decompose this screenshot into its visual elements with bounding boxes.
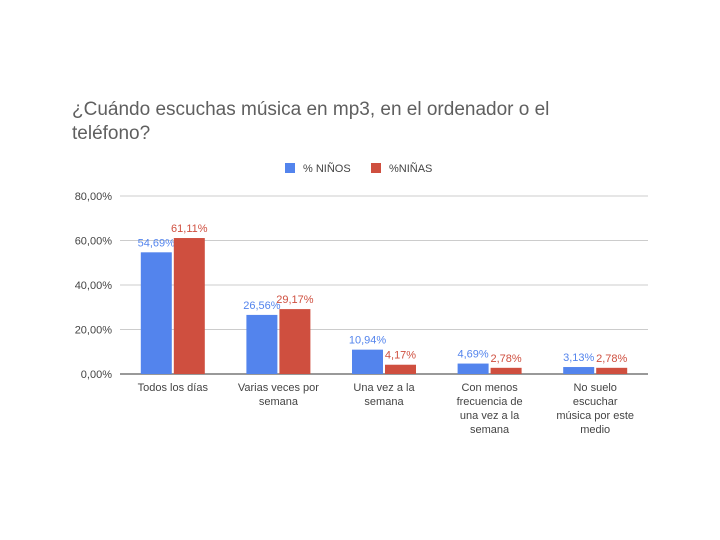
data-label: 4,69% [457,349,488,361]
x-tick-label: Con menos [461,382,518,394]
bar-1 [246,314,278,374]
data-label: 2,78% [596,353,627,365]
x-tick-label: Varias veces por [238,382,319,394]
bar-1 [140,252,172,374]
y-tick-label: 20,00% [75,325,113,337]
bar-1 [563,367,595,374]
x-tick-label: semana [259,396,299,408]
data-label: 26,56% [243,300,281,312]
y-tick-label: 60,00% [75,236,113,248]
x-tick-label: escuchar [573,396,618,408]
x-tick-label: una vez a la [460,410,520,422]
data-label: 10,94% [349,335,387,347]
bar-2 [173,238,205,374]
x-tick-label: semana [364,396,404,408]
y-tick-label: 40,00% [75,280,113,292]
x-tick-label: semana [470,424,510,436]
bar-2 [596,367,628,374]
x-tick-label: frecuencia de [457,396,523,408]
data-label: 61,11% [171,223,208,235]
x-tick-label: música por este [556,410,634,422]
y-tick-label: 80,00% [75,191,113,203]
bar-1 [352,349,383,374]
bar-2 [385,364,416,374]
legend-label-1: % NIÑOS [303,162,351,175]
x-tick-label: Todos los días [138,382,209,394]
data-label: 2,78% [490,353,521,365]
legend-swatch-2 [371,163,381,173]
data-label: 29,17% [276,294,314,306]
bar-2 [490,367,522,374]
legend-label-2: %NIÑAS [389,162,432,175]
chart-title: ¿Cuándo escuchas música en mp3, en el or… [72,99,550,144]
legend-swatch-1 [285,163,295,173]
x-tick-label: medio [580,424,610,436]
x-tick-label: Una vez a la [353,382,415,394]
data-label: 54,69% [138,237,176,249]
bar-1 [457,363,489,374]
data-label: 4,17% [385,350,416,362]
y-tick-label: 0,00% [81,369,112,381]
data-label: 3,13% [563,352,594,364]
bar-2 [279,309,311,374]
x-tick-label: No suelo [573,382,616,394]
